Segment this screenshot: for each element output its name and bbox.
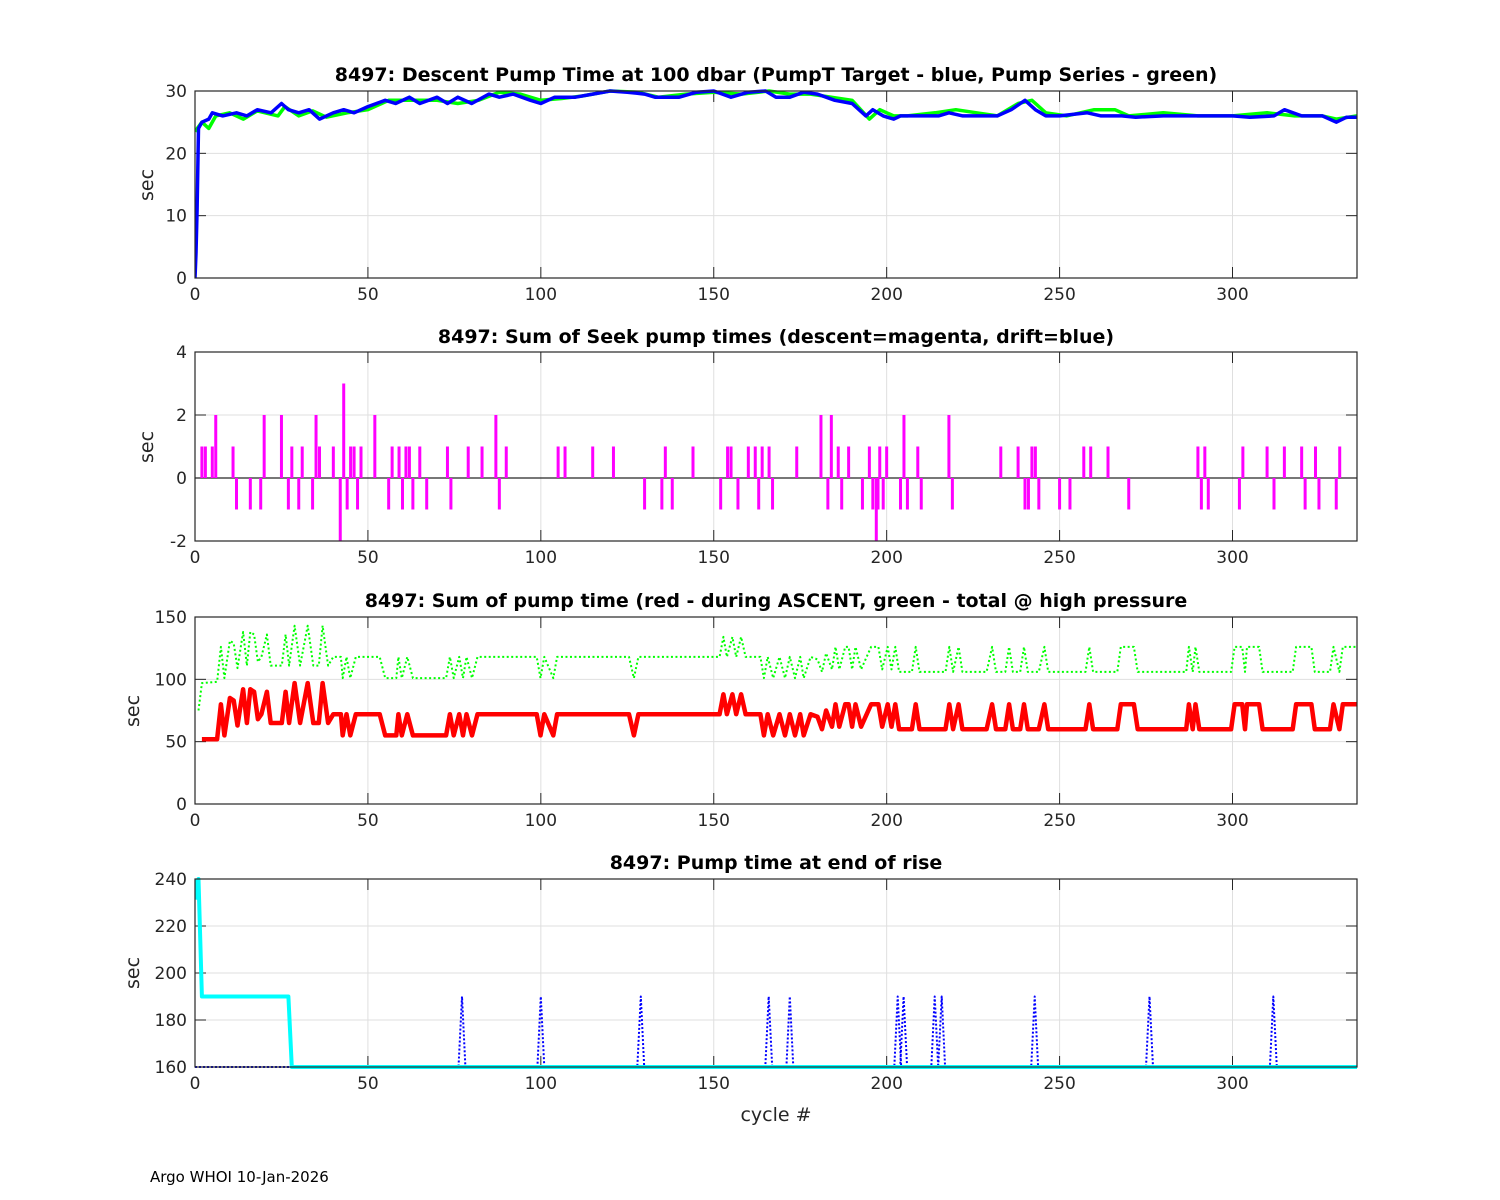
plot-area-3: 0 50 100 150 200 250 300 0 50 100 150 <box>155 608 1358 831</box>
series-during-ascent <box>201 680 1357 742</box>
y-tick-label: 0 <box>176 269 187 289</box>
footer-credit: Argo WHOI 10-Jan-2026 <box>150 1168 329 1186</box>
y-tick-label: 20 <box>165 144 187 164</box>
y-tick-label: 4 <box>176 343 187 363</box>
y-tick-label: 240 <box>155 870 187 890</box>
x-tick-label: 0 <box>190 811 201 831</box>
chart-title: 8497: Sum of pump time (red - during ASC… <box>365 590 1188 612</box>
x-tick-label: 200 <box>870 548 902 568</box>
plot-area-1: 0 50 100 150 200 250 300 0 10 20 30 <box>165 82 1358 305</box>
y-tick-label: 0 <box>176 469 187 489</box>
x-tick-label: 50 <box>357 548 379 568</box>
series-group <box>197 624 1357 742</box>
chart-title: 8497: Sum of Seek pump times (descent=ma… <box>438 326 1114 348</box>
series-group <box>195 383 1357 541</box>
x-tick-label: 150 <box>698 548 730 568</box>
x-tick-label: 150 <box>698 811 730 831</box>
x-tick-label: 50 <box>357 285 379 305</box>
y-axis-label: sec <box>136 431 158 463</box>
y-axis-label: sec <box>136 169 158 201</box>
axes-box <box>194 616 1358 805</box>
x-tick-label: 150 <box>698 1074 730 1094</box>
x-tick-label: 100 <box>525 1074 557 1094</box>
chart-seek-pump-times: 8497: Sum of Seek pump times (descent=ma… <box>136 326 1114 463</box>
x-tick-label: 250 <box>1043 811 1075 831</box>
chart-pump-time-end-of-rise: 8497: Pump time at end of rise sec cycle… <box>122 852 942 1126</box>
y-tick-label: 10 <box>165 207 187 227</box>
x-tick-label: 200 <box>870 811 902 831</box>
x-tick-label: 50 <box>357 1074 379 1094</box>
y-tick-label: 0 <box>176 795 187 815</box>
plot-area-4: 0 50 100 150 200 250 300 160 180 200 220 240 <box>155 870 1358 1094</box>
x-tick-label: 300 <box>1216 811 1248 831</box>
y-tick-label: 30 <box>165 82 187 102</box>
axes-box <box>194 878 1358 1068</box>
y-axis-label: sec <box>122 695 144 727</box>
x-tick-label: 250 <box>1043 1074 1075 1094</box>
x-tick-label: 50 <box>357 811 379 831</box>
x-tick-label: 300 <box>1216 1074 1248 1094</box>
series-total-high-pressure <box>197 624 1357 711</box>
chart-title: 8497: Pump time at end of rise <box>610 852 943 874</box>
x-tick-label: 0 <box>190 1074 201 1094</box>
series-group <box>195 89 1357 279</box>
axes-box <box>194 90 1358 279</box>
chart-title: 8497: Descent Pump Time at 100 dbar (Pum… <box>335 64 1218 86</box>
x-tick-label: 150 <box>698 285 730 305</box>
x-tick-label: 200 <box>870 1074 902 1094</box>
y-tick-label: 150 <box>155 608 187 628</box>
axes-box <box>194 351 1358 542</box>
x-tick-label: 0 <box>190 285 201 305</box>
x-tick-label: 100 <box>525 285 557 305</box>
y-tick-label: 100 <box>155 670 187 690</box>
chart-sum-pump-time: 8497: Sum of pump time (red - during ASC… <box>122 590 1187 727</box>
y-tick-label: 2 <box>176 406 187 426</box>
y-tick-label: 180 <box>155 1011 187 1031</box>
y-axis-label: sec <box>122 957 144 989</box>
y-tick-label: -2 <box>170 532 187 552</box>
x-tick-label: 300 <box>1216 285 1248 305</box>
x-axis-label: cycle # <box>740 1104 811 1126</box>
series-pump-series <box>195 89 1357 133</box>
chart-descent-pump-time: 8497: Descent Pump Time at 100 dbar (Pum… <box>136 64 1217 201</box>
y-tick-label: 50 <box>165 733 187 753</box>
x-tick-label: 100 <box>525 811 557 831</box>
series-pumpt-target <box>195 89 1357 279</box>
x-tick-label: 0 <box>190 548 201 568</box>
x-tick-label: 100 <box>525 548 557 568</box>
y-tick-label: 160 <box>155 1058 187 1078</box>
x-tick-label: 250 <box>1043 285 1075 305</box>
x-tick-label: 250 <box>1043 548 1075 568</box>
x-tick-label: 200 <box>870 285 902 305</box>
y-tick-label: 200 <box>155 964 187 984</box>
x-tick-label: 300 <box>1216 548 1248 568</box>
series-spikes <box>195 995 1357 1068</box>
y-tick-label: 220 <box>155 917 187 937</box>
